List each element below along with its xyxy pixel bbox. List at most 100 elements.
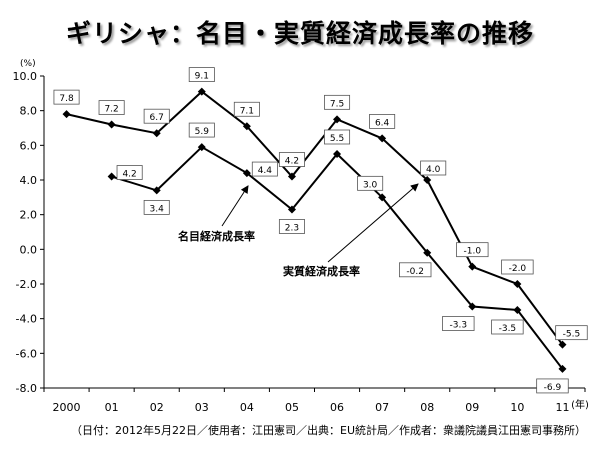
data-label: -3.5: [499, 324, 517, 334]
data-label: 5.9: [195, 127, 210, 137]
data-point: [242, 169, 251, 178]
y-tick-label: -8.0: [16, 382, 37, 395]
data-point: [152, 129, 161, 138]
data-label: 4.0: [426, 165, 441, 175]
data-point: [242, 122, 251, 131]
y-tick-label: 0.0: [20, 243, 38, 256]
data-label: -2.0: [509, 264, 527, 274]
data-label: 6.7: [150, 113, 164, 123]
x-tick-label: 07: [375, 401, 389, 414]
data-label-box: [555, 325, 588, 341]
data-label-box: [536, 378, 569, 394]
data-point: [558, 364, 567, 373]
data-label-box: [143, 199, 170, 215]
data-point: [468, 302, 477, 311]
data-point: [107, 172, 116, 181]
data-label-box: [399, 262, 432, 278]
data-label: 7.1: [240, 106, 254, 116]
data-point: [513, 306, 522, 314]
x-tick-label: 03: [195, 401, 209, 414]
data-label-box: [251, 161, 278, 177]
y-tick-label: 2.0: [20, 209, 38, 222]
data-point: [197, 87, 206, 96]
data-label-box: [98, 100, 125, 115]
y-tick-label: -2.0: [16, 278, 37, 291]
data-label-box: [357, 175, 384, 191]
y-tick-label: 10.0: [13, 70, 38, 83]
data-label-box: [442, 316, 475, 331]
data-label-box: [324, 129, 351, 145]
x-tick-label: 05: [285, 401, 299, 414]
data-point: [333, 115, 342, 124]
data-label: 7.5: [330, 99, 344, 109]
data-point: [558, 340, 567, 349]
data-point: [152, 186, 161, 195]
data-label: -5.5: [563, 330, 581, 340]
annotation-arrow-nominal: [221, 185, 249, 227]
data-label: 4.4: [258, 166, 273, 176]
data-label: -3.3: [450, 321, 468, 331]
data-label-box: [501, 259, 534, 275]
data-label-box: [53, 89, 80, 105]
data-point: [107, 120, 116, 129]
x-tick-label: 04: [240, 401, 254, 414]
x-tick-label: 10: [510, 401, 524, 414]
y-tick-label: -4.0: [16, 313, 37, 326]
data-point: [287, 205, 296, 214]
data-point: [62, 110, 71, 119]
data-label: 9.1: [195, 72, 209, 82]
data-label: -1.0: [464, 247, 482, 257]
data-label: 3.0: [363, 180, 378, 190]
data-point: [513, 280, 522, 288]
chart-title: ギリシャ：名目・実質経済成長率の推移: [65, 19, 534, 48]
data-label-box: [420, 160, 447, 176]
data-label: 4.2: [122, 170, 136, 180]
data-point: [197, 143, 206, 152]
data-label: 5.5: [330, 134, 344, 144]
x-tick-label: 09: [465, 401, 479, 414]
data-label-box: [369, 114, 396, 129]
series-line-nominal: [66, 90, 564, 346]
data-label-box: [278, 219, 305, 234]
y-axis-unit-label: (%): [20, 59, 36, 69]
data-label: -6.9: [544, 383, 562, 393]
data-point: [378, 134, 387, 143]
data-point: [423, 176, 432, 184]
data-label: 7.8: [59, 94, 74, 104]
y-tick-label: 6.0: [20, 139, 38, 152]
data-label: 2.3: [285, 223, 299, 233]
y-tick-label: 8.0: [20, 105, 38, 118]
footnote: （日付：2012年5月22日／使用者：江田憲司／出典：EU統計局／作成者：衆議院…: [71, 424, 586, 437]
annotation-real: 実質経済成長率: [283, 264, 360, 278]
data-label: 4.2: [285, 157, 299, 167]
x-tick-label: 02: [150, 401, 164, 414]
data-label-box: [188, 122, 215, 138]
data-label-box: [491, 319, 524, 335]
x-tick-label: 11: [555, 401, 569, 414]
data-label-box: [233, 101, 260, 117]
series-line-real: [111, 145, 564, 370]
data-label-box: [116, 165, 143, 180]
annotation-arrow-real: [327, 183, 419, 263]
data-label: -0.2: [406, 267, 424, 277]
data-label-box: [188, 67, 215, 82]
y-tick-label: -6.0: [16, 347, 37, 360]
data-label-box: [143, 108, 170, 124]
data-label: 6.4: [375, 118, 390, 128]
data-point: [423, 248, 432, 257]
x-tick-label: 06: [330, 401, 344, 414]
x-axis-unit-label: (年): [571, 398, 589, 411]
x-tick-label: 2000: [53, 401, 81, 414]
data-point: [468, 262, 477, 271]
y-tick-label: 4.0: [20, 174, 38, 187]
data-label: 7.2: [104, 105, 118, 115]
x-tick-label: 08: [420, 401, 434, 414]
data-point: [287, 172, 296, 181]
data-point: [378, 193, 387, 202]
x-tick-label: 01: [105, 401, 119, 414]
data-label-box: [324, 94, 351, 110]
data-label-box: [278, 152, 305, 167]
annotation-nominal: 名目経済成長率: [178, 229, 255, 243]
data-label: 3.4: [150, 204, 165, 214]
